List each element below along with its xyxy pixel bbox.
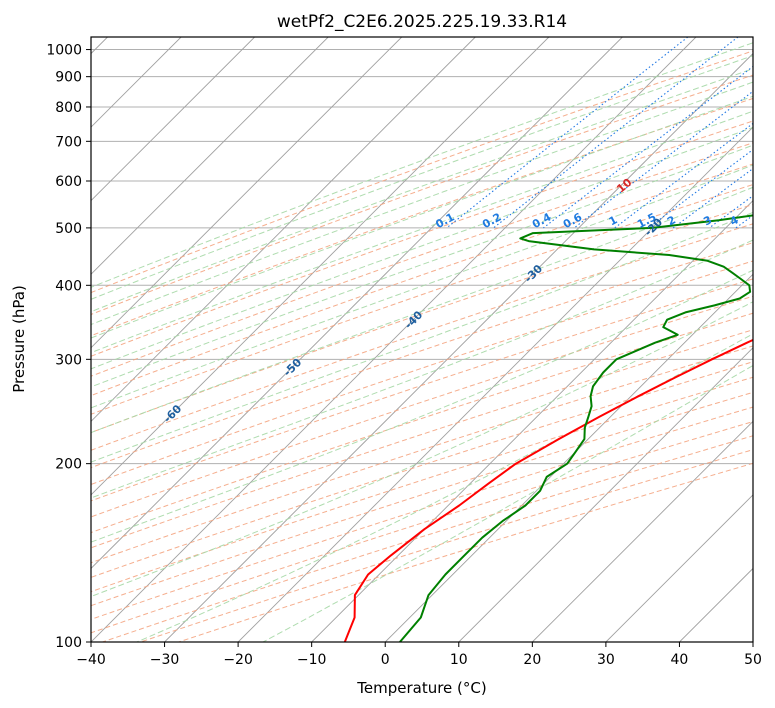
isotherm-line [91,37,697,642]
y-tick-label: 600 [55,174,82,190]
isotherm-line [91,37,403,349]
moist-adiabat-line [91,95,753,339]
y-tick-label: 100 [55,635,82,651]
mixing-ratio-line [735,214,753,229]
moist-adiabat-line [91,110,753,354]
plot-frame [90,36,754,643]
x-tick-label: −30 [150,652,180,668]
x-tick-label: −20 [223,652,253,668]
dry-adiabat-line [91,184,753,415]
dry-adiabat-line [91,260,753,486]
mixing-ratio-label: 6 [767,213,775,228]
moist-adiabat-line [91,42,753,288]
isotherm-label: -30 [522,262,545,285]
dewpoint-profile-line [399,214,753,642]
x-tick-label: 40 [671,652,689,668]
x-tick-label: 50 [744,652,762,668]
dry-adiabat-line [91,120,753,357]
dry-adiabat-line [91,97,753,337]
isotherm-line [91,37,550,496]
isotherm-line [91,37,623,570]
chart-title: wetPf2_C2E6.2025.225.19.33.R14 [277,12,567,32]
y-tick-label: 800 [55,100,82,116]
y-axis-title: Pressure (hPa) [10,285,28,393]
y-tick-label: 500 [55,221,82,237]
isotherm-line [605,494,753,642]
x-tick-label: 30 [597,652,615,668]
moist-adiabat-line [91,55,753,300]
moist-adiabat-line [91,211,753,463]
mixing-ratio-line [493,37,739,229]
dry-adiabat-line [91,142,753,377]
dry-adiabat-line [91,345,753,564]
isotherm-label: -10 [761,169,775,192]
y-tick-label: 200 [55,457,82,473]
x-tick-label: −40 [76,652,106,668]
dry-adiabat-line [91,361,753,578]
moist-adiabat-line [91,186,753,434]
isotherm-line [679,567,753,642]
isotherm-line [458,347,753,642]
dry-adiabat-line [91,203,753,434]
x-tick-label: 20 [523,652,541,668]
y-tick-label: 900 [55,70,82,86]
mixing-ratio-line [573,90,753,229]
moist-adiabat-line [91,126,753,370]
dry-adiabat-line [91,242,753,469]
moist-adiabat-line [91,301,753,598]
dry-adiabat-line [91,376,753,593]
dry-adiabat-line [91,329,753,549]
isotherm-line [752,641,753,642]
y-tick-label: 300 [55,352,82,368]
dry-adiabat-line [91,74,753,316]
y-tick-label: 1000 [46,43,82,59]
moist-adiabat-line [91,269,753,543]
dry-adiabat-line [91,278,753,502]
dry-adiabat-line [91,391,753,607]
x-tick-label: 10 [450,652,468,668]
isotherm-line [532,420,753,642]
isotherm-line [311,200,753,642]
isotherm-line [384,273,753,642]
dry-adiabat-line [91,295,753,518]
moist-adiabat-line [91,144,753,388]
isotherm-line [164,52,753,642]
moist-adiabat-line [91,68,753,313]
isotherm-line [91,37,255,202]
x-axis-title: Temperature (°C) [356,679,486,697]
dry-adiabat-line [91,50,753,294]
moist-adiabat-line [91,164,753,409]
mixing-ratio-line [543,65,753,229]
y-tick-label: 400 [55,278,82,294]
y-tick-label: 700 [55,134,82,150]
mixing-ratio-label: 4 [728,213,741,228]
profile-layer [343,214,753,642]
x-axis-ticks: −40 −30 −20 −10 0 10 20 30 40 50 [76,642,762,668]
isotherm-line [91,37,476,422]
dry-adiabat-label: 10 [614,176,634,196]
dry-adiabat-line [91,312,753,534]
mixing-ratio-line [672,167,753,229]
background-lines [91,37,753,642]
isotherm-line [91,37,329,275]
dry-adiabat-line [91,163,753,397]
dry-adiabat-line [102,435,753,642]
dry-adiabat-line [178,462,753,642]
isotherm-line [237,126,753,642]
y-axis-ticks: 100 200 300 400 500 600 700 800 900 1000 [46,43,91,651]
moist-adiabat-line [91,81,753,326]
moist-adiabat-line [262,364,753,642]
x-tick-label: −10 [297,652,327,668]
moist-adiabat-line [91,239,753,499]
x-tick-label: 0 [381,652,390,668]
dry-adiabat-line [91,223,753,451]
temperature-profile-line [343,338,753,642]
